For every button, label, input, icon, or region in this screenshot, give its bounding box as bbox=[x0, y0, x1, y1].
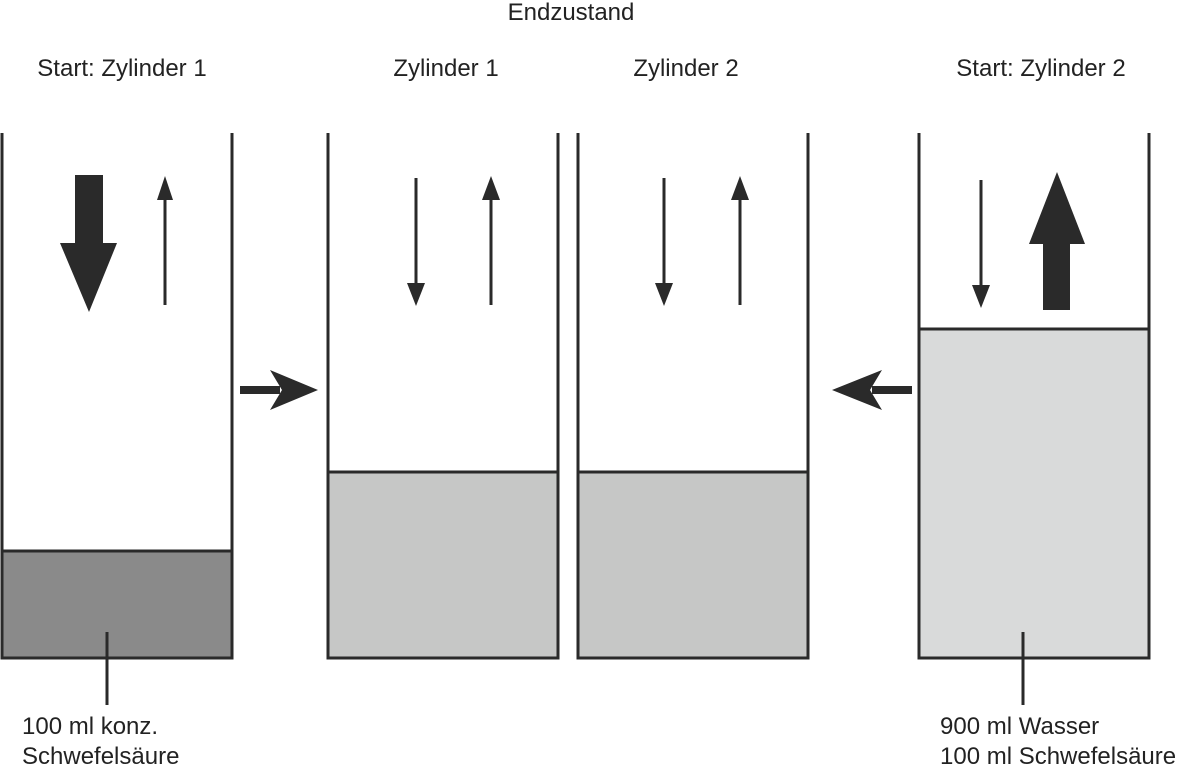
cylinder-label: Zylinder 2 bbox=[633, 55, 738, 82]
annotation: 100 ml konz. bbox=[22, 713, 158, 740]
arrows bbox=[60, 172, 1085, 410]
title: Endzustand bbox=[508, 0, 635, 26]
liquid bbox=[578, 472, 808, 658]
annotation: Schwefelsäure bbox=[22, 743, 179, 766]
cylinder-label: Zylinder 1 bbox=[393, 55, 498, 82]
annotation: 900 ml Wasser bbox=[940, 713, 1099, 740]
liquid bbox=[919, 329, 1149, 658]
liquid-surfaces bbox=[2, 327, 1149, 553]
liquid bbox=[328, 472, 558, 658]
cylinder-label: Start: Zylinder 2 bbox=[956, 55, 1125, 82]
annotation: 100 ml Schwefelsäure bbox=[940, 743, 1176, 766]
cylinder-label: Start: Zylinder 1 bbox=[37, 55, 206, 82]
liquid bbox=[2, 551, 232, 658]
cylinder-walls bbox=[0, 133, 1151, 660]
